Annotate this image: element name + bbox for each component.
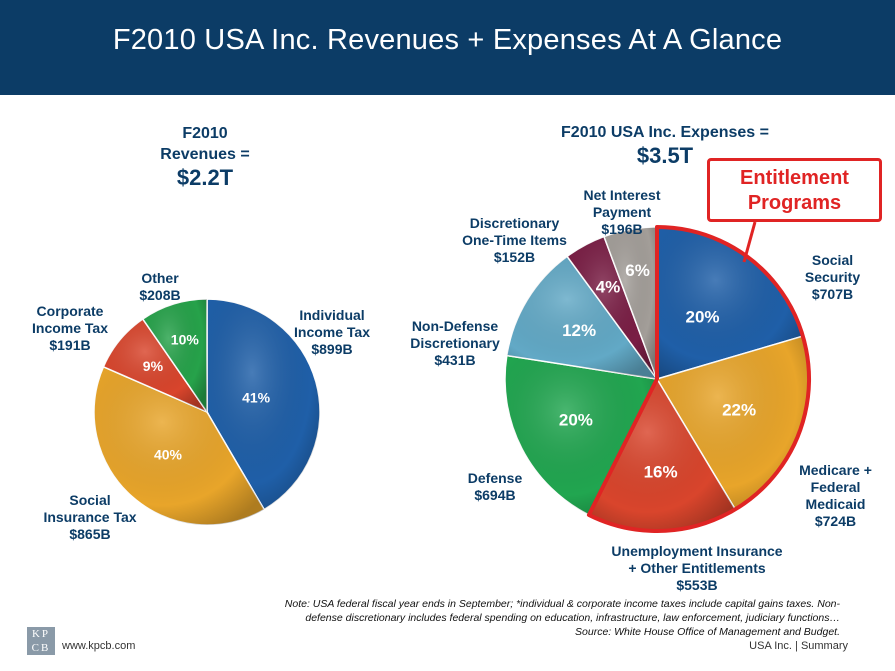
site-url[interactable]: www.kpcb.com: [62, 640, 136, 652]
label-social-insurance-tax: Social Insurance Tax $865B: [43, 492, 137, 542]
slice-shading-discretionary-one-time-items: [567, 236, 657, 379]
slice-shading-defense: [504, 355, 657, 515]
footnote-line2: defense discretionary includes federal s…: [305, 612, 840, 624]
percent-label-net-interest-payment: 6%: [625, 261, 650, 280]
expense-heading: F2010 USA Inc. Expenses = $3.5T: [520, 122, 810, 169]
footnote-source: Source: White House Office of Management…: [575, 626, 840, 638]
logo-line2: CB: [31, 642, 51, 654]
label-defense: Defense $694B: [467, 470, 523, 503]
label-corporate-income-tax: Corporate Income Tax $191B: [32, 303, 108, 353]
slice-shading-corporate-income-tax: [103, 319, 207, 412]
label-medicare-medicaid: Medicare + Federal Medicaid $724B: [799, 462, 872, 529]
label-discretionary-one-time: Discretionary One-Time Items $152B: [462, 215, 567, 265]
title-banner: F2010 USA Inc. Revenues + Expenses At A …: [0, 0, 895, 95]
slice-shading-net-interest-payment: [603, 226, 657, 379]
entitlement-callout: Entitlement Programs: [707, 158, 882, 222]
percent-label-defense: 20%: [559, 410, 593, 429]
percent-label-social-insurance-tax: 40%: [154, 447, 183, 463]
revenue-heading-line2: Revenues =: [160, 146, 250, 163]
percent-label-non-defense-discretionary: 12%: [562, 321, 596, 340]
footer-section-label: USA Inc. | Summary: [749, 640, 848, 652]
expense-total: $3.5T: [636, 143, 694, 168]
percent-label-corporate-income-tax: 9%: [143, 358, 164, 374]
expense-heading-line1: F2010 USA Inc. Expenses =: [561, 124, 769, 141]
footnote-line1: Note: USA federal fiscal year ends in Se…: [284, 598, 840, 610]
kpcb-logo: KP CB: [27, 627, 55, 655]
slice-shading-other: [142, 299, 207, 412]
entitlement-outline: [586, 225, 811, 533]
logo-line1: KP: [31, 628, 51, 640]
expense-pie: 20% 22% 16% 20% 12% 4%6%: [504, 226, 810, 532]
percent-label-other: 10%: [171, 332, 200, 348]
slice-shading-social-insurance-tax: [93, 366, 265, 526]
entitlement-callout-text: Entitlement Programs: [740, 167, 849, 214]
label-individual-income-tax: Individual Income Tax $899B: [294, 307, 370, 357]
percent-label-social-security: 20%: [685, 308, 719, 327]
slice-shading-medicare-federal-medicaid: [657, 336, 809, 510]
slice-shading-individual-income-tax: [207, 299, 321, 510]
revenue-pie: 41% 40% 9% 10%: [93, 298, 321, 526]
label-unemployment-entitlements: Unemployment Insurance + Other Entitleme…: [611, 543, 783, 593]
percent-label-discretionary-one-time-items: 4%: [596, 277, 621, 296]
label-other: Other $208B: [139, 270, 181, 303]
revenue-total: $2.2T: [176, 165, 234, 190]
slice-shading-unemployment-insurance-other-entitlements: [588, 379, 736, 532]
label-non-defense-discretionary: Non-Defense Discretionary $431B: [410, 318, 500, 368]
callout-pointer: [742, 221, 757, 263]
label-net-interest: Net Interest Payment $196B: [583, 187, 661, 237]
slice-shading-social-security: [657, 227, 803, 379]
percent-label-unemployment-insurance-other-entitlements: 16%: [644, 463, 678, 482]
percent-label-individual-income-tax: 41%: [242, 389, 271, 405]
page-title: F2010 USA Inc. Revenues + Expenses At A …: [112, 24, 783, 56]
revenue-heading-line1: F2010: [182, 125, 228, 142]
percent-label-medicare-federal-medicaid: 22%: [722, 401, 756, 420]
revenue-heading: F2010 Revenues = $2.2T: [130, 123, 280, 191]
footnote: Note: USA federal fiscal year ends in Se…: [200, 597, 840, 639]
slice-shading-non-defense-discretionary: [506, 256, 657, 379]
label-social-security: Social Security $707B: [804, 252, 861, 302]
